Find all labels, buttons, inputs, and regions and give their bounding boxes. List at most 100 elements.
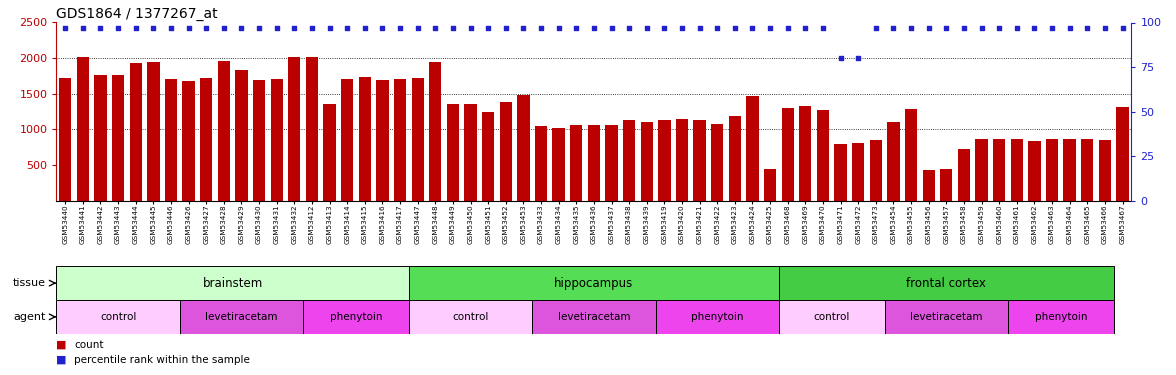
Point — [408, 25, 427, 31]
Text: brainstem: brainstem — [202, 277, 262, 290]
Bar — [409, 266, 779, 300]
Bar — [200, 78, 213, 201]
Point — [584, 25, 603, 31]
Bar — [270, 79, 283, 201]
Text: agent: agent — [13, 312, 46, 322]
Text: phenytoin: phenytoin — [329, 312, 382, 322]
Point — [831, 55, 850, 61]
Bar — [1045, 140, 1058, 201]
Bar — [800, 106, 811, 201]
Bar — [235, 69, 248, 201]
Bar — [112, 75, 125, 201]
Point — [779, 25, 797, 31]
Point — [91, 25, 109, 31]
Point — [761, 25, 780, 31]
Bar — [694, 120, 706, 201]
Bar — [835, 144, 847, 201]
Bar — [288, 57, 301, 201]
Bar — [676, 119, 688, 201]
Point — [373, 25, 392, 31]
Text: control: control — [453, 312, 489, 322]
Bar — [957, 148, 970, 201]
Text: levetiracetam: levetiracetam — [910, 312, 982, 322]
Bar — [1063, 139, 1076, 201]
Bar — [533, 300, 655, 334]
Point — [73, 25, 92, 31]
Bar — [500, 102, 512, 201]
Bar — [129, 63, 142, 201]
Point — [884, 25, 903, 31]
Text: ■: ■ — [56, 355, 67, 365]
Bar — [359, 77, 370, 201]
Point — [673, 25, 691, 31]
Point — [567, 25, 586, 31]
Bar — [553, 128, 564, 201]
Bar — [993, 139, 1005, 201]
Bar — [182, 81, 195, 201]
Point — [973, 25, 991, 31]
Bar — [376, 80, 388, 201]
Bar — [147, 62, 160, 201]
Bar — [394, 79, 406, 201]
Point — [196, 25, 215, 31]
Bar — [56, 300, 180, 334]
Bar — [447, 104, 459, 201]
Point — [55, 25, 74, 31]
Point — [655, 25, 674, 31]
Bar — [922, 170, 935, 201]
Point — [514, 25, 533, 31]
Bar — [779, 300, 884, 334]
Bar — [975, 139, 988, 201]
Point — [214, 25, 233, 31]
Point — [232, 25, 250, 31]
Text: phenytoin: phenytoin — [691, 312, 743, 322]
Bar — [253, 80, 266, 201]
Bar — [711, 124, 723, 201]
Point — [867, 25, 886, 31]
Bar — [779, 266, 1114, 300]
Point — [1025, 25, 1044, 31]
Bar — [465, 104, 476, 201]
Bar — [412, 78, 423, 201]
Point — [1061, 25, 1080, 31]
Bar — [1098, 140, 1111, 201]
Point — [708, 25, 727, 31]
Bar — [1008, 300, 1114, 334]
Bar — [729, 116, 741, 201]
Bar — [409, 300, 533, 334]
Point — [108, 25, 127, 31]
Bar — [869, 140, 882, 201]
Point — [496, 25, 515, 31]
Point — [390, 25, 409, 31]
Point — [355, 25, 374, 31]
Bar — [1010, 139, 1023, 201]
Point — [461, 25, 480, 31]
Point — [320, 25, 339, 31]
Point — [1008, 25, 1027, 31]
Point — [1096, 25, 1115, 31]
Text: GDS1864 / 1377267_at: GDS1864 / 1377267_at — [56, 8, 218, 21]
Bar — [517, 95, 529, 201]
Point — [1078, 25, 1097, 31]
Text: percentile rank within the sample: percentile rank within the sample — [74, 355, 250, 365]
Bar — [323, 104, 335, 201]
Point — [338, 25, 356, 31]
Text: control: control — [100, 312, 136, 322]
Bar — [303, 300, 409, 334]
Bar — [623, 120, 635, 201]
Bar — [659, 120, 670, 201]
Bar — [940, 169, 953, 201]
Point — [443, 25, 462, 31]
Bar — [306, 57, 319, 201]
Bar — [482, 112, 494, 201]
Point — [426, 25, 445, 31]
Point — [302, 25, 321, 31]
Bar — [853, 143, 864, 201]
Bar — [606, 125, 617, 201]
Point — [479, 25, 497, 31]
Bar — [429, 62, 441, 201]
Bar — [218, 61, 230, 201]
Point — [637, 25, 656, 31]
Text: ■: ■ — [56, 340, 67, 350]
Point — [549, 25, 568, 31]
